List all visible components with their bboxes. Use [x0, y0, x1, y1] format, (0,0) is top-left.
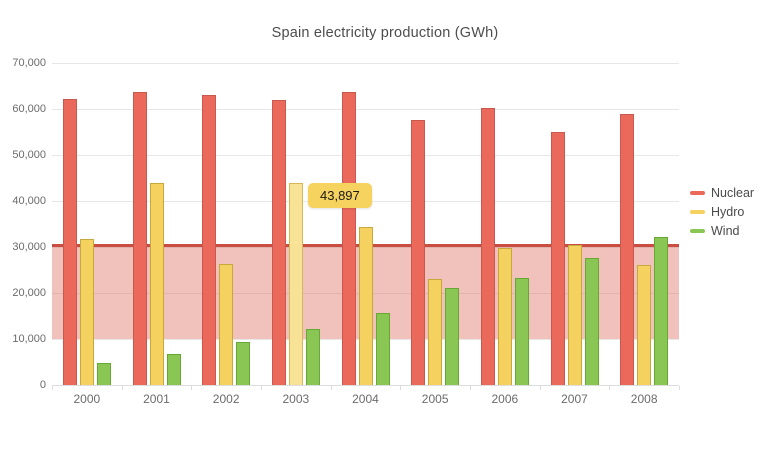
- bar-wind-2006[interactable]: [514, 277, 529, 385]
- x-axis-label: 2007: [561, 392, 588, 406]
- y-axis-label: 30,000: [12, 241, 46, 253]
- x-axis-tick: [121, 386, 123, 390]
- y-axis-label: 10,000: [12, 333, 46, 345]
- legend-item-nuclear[interactable]: Nuclear: [690, 186, 754, 200]
- x-axis-tick: [400, 386, 402, 390]
- y-axis-label: 50,000: [12, 149, 46, 161]
- x-axis-label: 2003: [282, 392, 310, 406]
- bar-nuclear-2003[interactable]: [271, 100, 286, 385]
- y-axis-label: 40,000: [12, 195, 46, 207]
- x-axis-tick: [539, 386, 541, 390]
- x-axis-label: 2005: [421, 392, 449, 406]
- bar-nuclear-2000[interactable]: [62, 98, 77, 385]
- bar-hydro-2005[interactable]: [428, 279, 443, 385]
- x-axis-tick: [261, 386, 262, 390]
- bar-hydro-2004[interactable]: [358, 226, 373, 385]
- y-axis-label: 20,000: [12, 287, 46, 299]
- bar-wind-2005[interactable]: [445, 287, 460, 385]
- bar-nuclear-2001[interactable]: [132, 91, 147, 385]
- legend-item-hydro[interactable]: Hydro: [690, 205, 754, 219]
- legend-label: Wind: [711, 224, 740, 238]
- legend: Nuclear Hydro Wind: [690, 186, 754, 243]
- legend-marker-icon: [690, 229, 705, 233]
- y-axis-label: 70,000: [12, 57, 46, 69]
- x-axis-line: [52, 385, 679, 386]
- bar-hydro-2003[interactable]: [288, 183, 303, 385]
- bar-nuclear-2006[interactable]: [480, 108, 495, 385]
- bar-wind-2008[interactable]: [654, 236, 669, 385]
- bar-wind-2007[interactable]: [584, 258, 599, 385]
- bar-nuclear-2005[interactable]: [411, 120, 426, 385]
- x-axis-label: 2000: [73, 392, 101, 406]
- y-axis-label: 0: [39, 379, 46, 391]
- x-axis-label: 2001: [143, 392, 170, 406]
- x-axis-tick: [191, 386, 193, 390]
- bar-hydro-2002[interactable]: [219, 264, 234, 385]
- bar-wind-2000[interactable]: [96, 363, 111, 385]
- legend-label: Hydro: [711, 205, 745, 219]
- chart-title: Spain electricity production (GWh): [271, 25, 499, 41]
- tooltip: 43,897: [308, 183, 372, 208]
- bar-nuclear-2007[interactable]: [550, 131, 565, 385]
- x-axis-label: 2002: [212, 392, 240, 406]
- bar-hydro-2007[interactable]: [567, 244, 582, 385]
- x-axis-tick: [609, 386, 611, 390]
- bar-wind-2002[interactable]: [236, 342, 251, 385]
- x-axis-tick: [330, 386, 332, 390]
- legend-marker-icon: [690, 191, 705, 195]
- x-axis-label: 2008: [630, 392, 658, 406]
- bar-hydro-2008[interactable]: [637, 264, 652, 385]
- legend-marker-icon: [690, 210, 705, 214]
- bar-wind-2004[interactable]: [375, 312, 390, 385]
- legend-item-wind[interactable]: Wind: [690, 224, 754, 238]
- bar-nuclear-2002[interactable]: [202, 95, 217, 385]
- x-axis-label: 2004: [352, 392, 379, 406]
- x-axis-tick: [470, 386, 471, 390]
- bar-nuclear-2008[interactable]: [620, 113, 635, 385]
- bar-hydro-2000[interactable]: [79, 238, 94, 385]
- x-axis-label: 2006: [491, 392, 519, 406]
- x-axis-tick: [52, 386, 53, 390]
- legend-label: Nuclear: [711, 186, 755, 200]
- gridline: [52, 108, 679, 110]
- bar-wind-2003[interactable]: [305, 329, 320, 385]
- bar-wind-2001[interactable]: [166, 353, 181, 385]
- x-axis-tick: [679, 386, 680, 390]
- y-axis-label: 60,000: [12, 103, 46, 115]
- gridline: [52, 62, 679, 64]
- bar-nuclear-2004[interactable]: [341, 92, 356, 385]
- gridline: [52, 154, 679, 156]
- bar-hydro-2006[interactable]: [497, 247, 512, 385]
- bar-hydro-2001[interactable]: [149, 183, 164, 385]
